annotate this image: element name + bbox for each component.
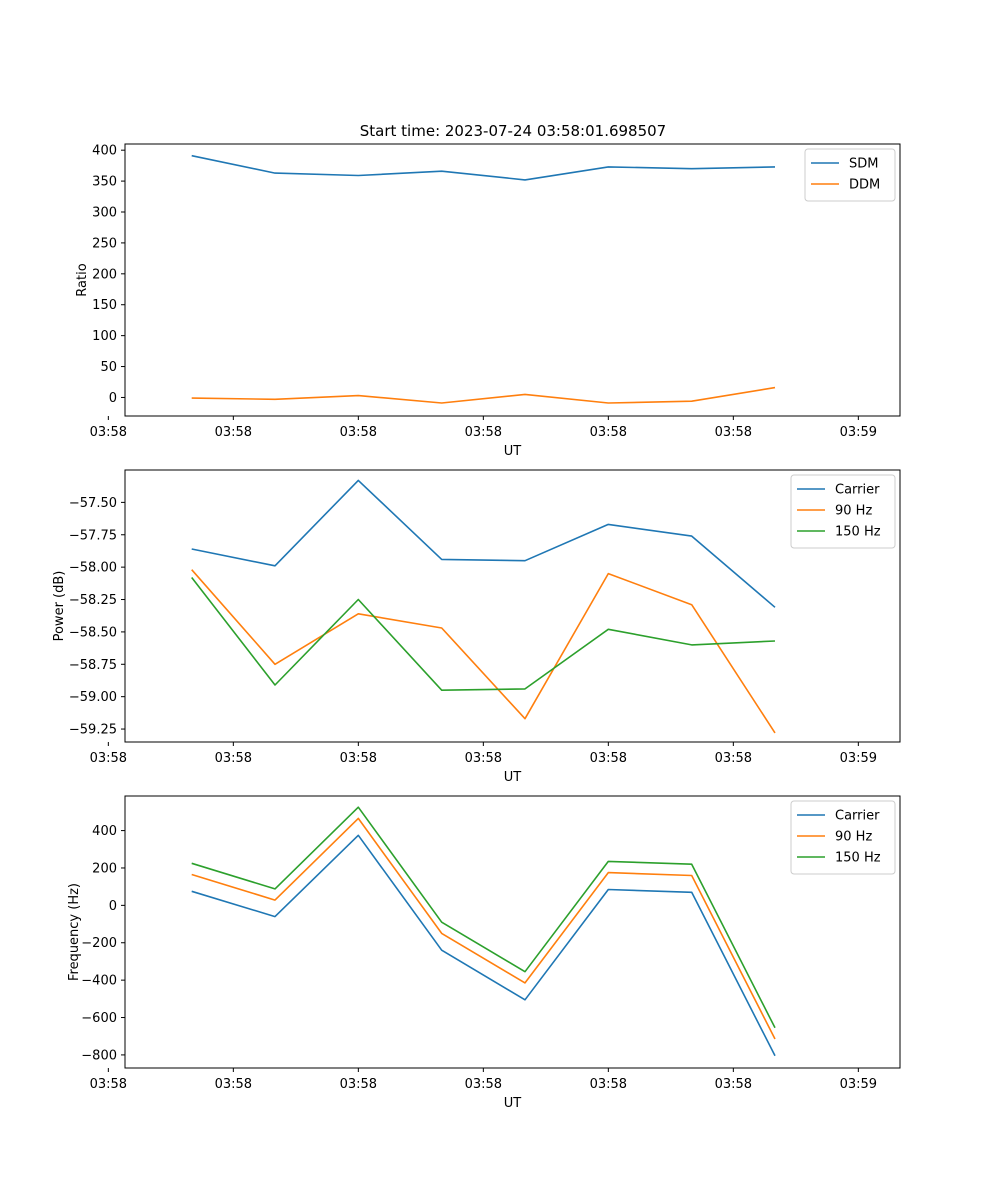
figure-title: Start time: 2023-07-24 03:58:01.698507 <box>360 122 666 140</box>
x-tick-label: 03:58 <box>590 425 627 440</box>
y-tick-label: 400 <box>92 144 117 159</box>
y-tick-label: −57.50 <box>69 496 117 511</box>
x-tick-label: 03:58 <box>215 751 252 766</box>
x-tick-label: 03:59 <box>840 751 877 766</box>
x-tick-label: 03:59 <box>840 425 877 440</box>
plots: 03:58 03:58 03:58 03:58 03:58 03:58 03:59 0 50 10… <box>52 143 901 1111</box>
x-tick-label: 03:58 <box>340 751 377 766</box>
y-tick-label: −59.00 <box>69 690 117 705</box>
series-line-90-hz <box>191 569 776 734</box>
legend-label: 150 Hz <box>835 851 881 866</box>
x-tick-label: 03:58 <box>340 1077 377 1092</box>
y-tick-label: −58.75 <box>69 658 117 673</box>
legend: Carrier 90 Hz 150 Hz <box>790 474 896 549</box>
chart-1: 03:58 03:58 03:58 03:58 03:58 03:58 03:59 0 50 10… <box>75 143 901 459</box>
series-line-sdm <box>191 154 776 181</box>
legend-box <box>790 800 896 875</box>
plot-frame <box>124 795 901 1069</box>
y-axis-label: Power (dB) <box>52 571 67 642</box>
legend-label: Carrier <box>835 809 880 824</box>
x-tick-label: 03:58 <box>465 425 502 440</box>
y-tick-label: 200 <box>92 861 117 876</box>
x-axis-label: UT <box>504 1096 522 1111</box>
legend: Carrier 90 Hz 150 Hz <box>790 800 896 875</box>
y-axis-label: Frequency (Hz) <box>67 883 82 981</box>
x-tick-label: 03:58 <box>90 1077 127 1092</box>
x-tick-label: 03:58 <box>715 425 752 440</box>
y-tick-label: −57.75 <box>69 528 117 543</box>
y-tick-label: −59.25 <box>69 723 117 738</box>
y-tick-label: 0 <box>109 391 117 406</box>
legend-box <box>790 474 896 549</box>
y-axis-label: Ratio <box>75 263 90 296</box>
series-line-90-hz <box>191 817 776 1040</box>
legend-label: SDM <box>849 157 878 172</box>
x-tick-label: 03:58 <box>590 751 627 766</box>
chart-3: 03:58 03:58 03:58 03:58 03:58 03:58 03:59 400 20… <box>67 795 901 1111</box>
y-tick-label: −200 <box>81 936 117 951</box>
y-tick-label: −58.00 <box>69 561 117 576</box>
y-tick-label: 300 <box>92 206 117 221</box>
legend-label: Carrier <box>835 483 880 498</box>
y-tick-label: −600 <box>81 1011 117 1026</box>
legend-label: 150 Hz <box>835 525 881 540</box>
plot-frame <box>124 143 901 417</box>
x-tick-label: 03:58 <box>215 425 252 440</box>
legend: SDM DDM <box>804 148 896 202</box>
x-tick-label: 03:58 <box>715 751 752 766</box>
legend-label: DDM <box>849 178 880 193</box>
series-line-ddm <box>191 386 776 404</box>
y-tick-label: 250 <box>92 236 117 251</box>
legend-box <box>804 148 896 202</box>
y-tick-label: 0 <box>109 899 117 914</box>
y-tick-label: 200 <box>92 267 117 282</box>
y-tick-label: 100 <box>92 329 117 344</box>
series-line-150-hz <box>191 806 776 1029</box>
x-tick-label: 03:58 <box>215 1077 252 1092</box>
x-axis-label: UT <box>504 444 522 459</box>
legend-label: 90 Hz <box>835 830 872 845</box>
series-line-carrier <box>191 479 776 608</box>
x-tick-label: 03:58 <box>465 751 502 766</box>
x-tick-label: 03:58 <box>590 1077 627 1092</box>
plot-frame <box>124 469 901 743</box>
chart-2: 03:58 03:58 03:58 03:58 03:58 03:58 03:59 −57.5… <box>52 469 901 785</box>
y-tick-label: −58.25 <box>69 593 117 608</box>
y-tick-label: −800 <box>81 1048 117 1063</box>
y-tick-label: 150 <box>92 298 117 313</box>
series-line-carrier <box>191 834 776 1057</box>
series-line-150-hz <box>191 577 776 692</box>
y-tick-label: −400 <box>81 974 117 989</box>
y-tick-label: 400 <box>92 824 117 839</box>
x-tick-label: 03:58 <box>715 1077 752 1092</box>
x-tick-label: 03:58 <box>90 751 127 766</box>
x-tick-label: 03:58 <box>465 1077 502 1092</box>
legend-label: 90 Hz <box>835 504 872 519</box>
x-tick-label: 03:58 <box>340 425 377 440</box>
x-tick-label: 03:59 <box>840 1077 877 1092</box>
x-axis-label: UT <box>504 770 522 785</box>
y-tick-label: 50 <box>100 360 117 375</box>
x-tick-label: 03:58 <box>90 425 127 440</box>
y-tick-label: 350 <box>92 175 117 190</box>
y-tick-label: −58.50 <box>69 625 117 640</box>
